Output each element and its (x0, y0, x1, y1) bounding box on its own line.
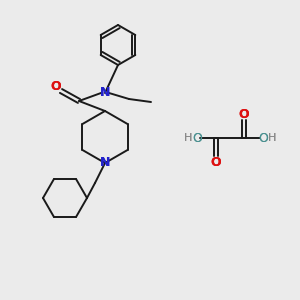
Text: N: N (100, 86, 110, 100)
Text: O: O (211, 155, 221, 169)
Text: N: N (100, 157, 110, 169)
Text: H: H (184, 133, 192, 143)
Text: O: O (211, 155, 221, 169)
Text: H: H (268, 133, 276, 143)
Text: H: H (184, 133, 192, 143)
Text: N: N (100, 86, 110, 100)
Text: O: O (239, 107, 249, 121)
Text: N: N (100, 157, 110, 169)
Text: O: O (51, 80, 61, 94)
Text: O: O (258, 131, 268, 145)
Text: O: O (192, 131, 202, 145)
Text: O: O (51, 80, 61, 94)
Text: O: O (192, 131, 202, 145)
Text: O: O (239, 107, 249, 121)
Text: H: H (268, 133, 276, 143)
Text: O: O (258, 131, 268, 145)
